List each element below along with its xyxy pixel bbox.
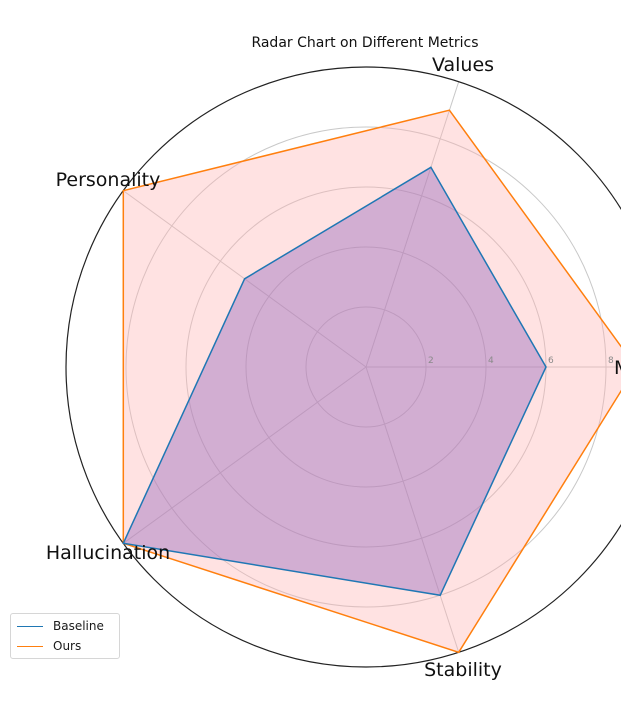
legend-swatch-ours [17,645,43,647]
radial-tick-labels: 2 4 6 8 [428,356,614,366]
r-tick-label-4: 4 [488,356,494,366]
category-label-values: Values [432,54,494,76]
radar-series [122,109,621,654]
spoke-3 [123,366,367,544]
series-line-baseline [122,166,547,597]
legend-label-ours: Ours [53,639,82,653]
radar-grid [65,66,621,668]
chart-title: Radar Chart on Different Metrics [251,35,478,51]
legend: Baseline Ours [10,613,120,659]
r-tick-label-2: 2 [428,356,434,366]
spoke-4 [365,366,460,653]
category-label-m: M [614,357,621,379]
r-tick-label-8: 8 [608,356,614,366]
series-fill-baseline [123,167,547,596]
category-label-personality: Personality [56,169,161,191]
category-labels: M Values Personality Hallucination Stability [46,54,621,681]
spoke-1 [365,81,460,368]
series-fill-ours [123,110,621,653]
legend-item-ours: Ours [17,638,81,654]
category-label-stability: Stability [424,659,502,681]
outer-frame [65,66,621,668]
legend-item-baseline: Baseline [17,618,104,634]
legend-label-baseline: Baseline [53,619,104,633]
category-label-hallucination: Hallucination [46,542,170,564]
legend-swatch-baseline [17,625,43,627]
series-line-ours [122,109,621,654]
r-tick-label-6: 6 [548,356,554,366]
